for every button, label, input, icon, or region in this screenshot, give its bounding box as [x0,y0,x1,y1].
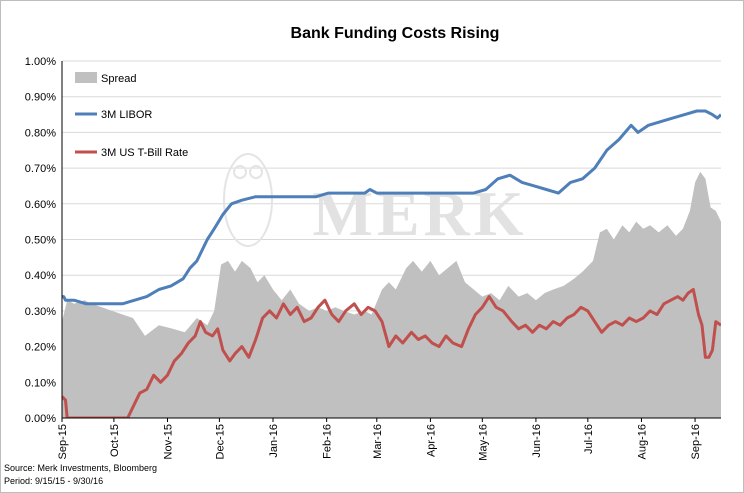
y-tick-label: 0.30% [25,306,56,318]
owl-eye-icon [249,165,263,179]
x-tick-label: Aug-16 [636,424,648,459]
x-tick-label: Dec-15 [214,424,226,459]
owl-eye-icon [233,165,247,179]
legend: Spread 3M LIBOR 3M US T-Bill Rate [75,72,188,159]
x-tick-label: Jun-16 [531,424,543,458]
series-line-3m-us-t-bill-rate [62,288,721,418]
source-note: Source: Merk Investments, Bloomberg [4,463,158,473]
y-tick-label: 1.00% [25,56,56,68]
chart-title: Bank Funding Costs Rising [291,25,500,42]
series-layer [62,109,721,418]
y-tick-label: 0.10% [25,377,56,389]
period-note: Period: 9/15/15 - 9/30/16 [4,476,104,486]
x-tick-label: Jul-16 [583,424,595,454]
x-tick-label: May-16 [477,424,489,461]
x-tick-label: Mar-16 [372,424,384,459]
legend-swatch-spread [75,72,97,83]
x-tick-label: Oct-15 [109,424,121,457]
x-tick-label: Jan-16 [268,424,280,458]
y-tick-label: 0.00% [25,413,56,425]
merk-watermark-text: MERK [312,178,527,249]
legend-label: Spread [101,73,136,85]
y-tick-label: 0.40% [25,270,56,282]
x-tick-label: Sep-16 [690,424,702,459]
x-tick-label: Feb-16 [322,424,334,459]
y-tick-label: 0.60% [25,199,56,211]
x-tick-label: Sep-15 [57,424,69,459]
x-tick-label: Nov-15 [163,424,175,459]
y-tick-label: 0.70% [25,163,56,175]
y-tick-label: 0.20% [25,342,56,354]
owl-watermark-icon [223,153,273,247]
legend-label: 3M LIBOR [101,109,152,121]
axes: 0.00% 0.10% 0.20% 0.30% 0.40% 0.50% 0.60% 0.70%… [25,56,721,461]
merk-watermark: MERK [223,153,527,249]
legend-label: 3M US T-Bill Rate [101,147,188,159]
series-line-3m-libor [62,109,721,306]
y-tick-label: 0.80% [25,127,56,139]
y-tick-label: 0.50% [25,235,56,247]
x-tick-label: Apr-16 [425,424,437,457]
y-tick-label: 0.90% [25,92,56,104]
